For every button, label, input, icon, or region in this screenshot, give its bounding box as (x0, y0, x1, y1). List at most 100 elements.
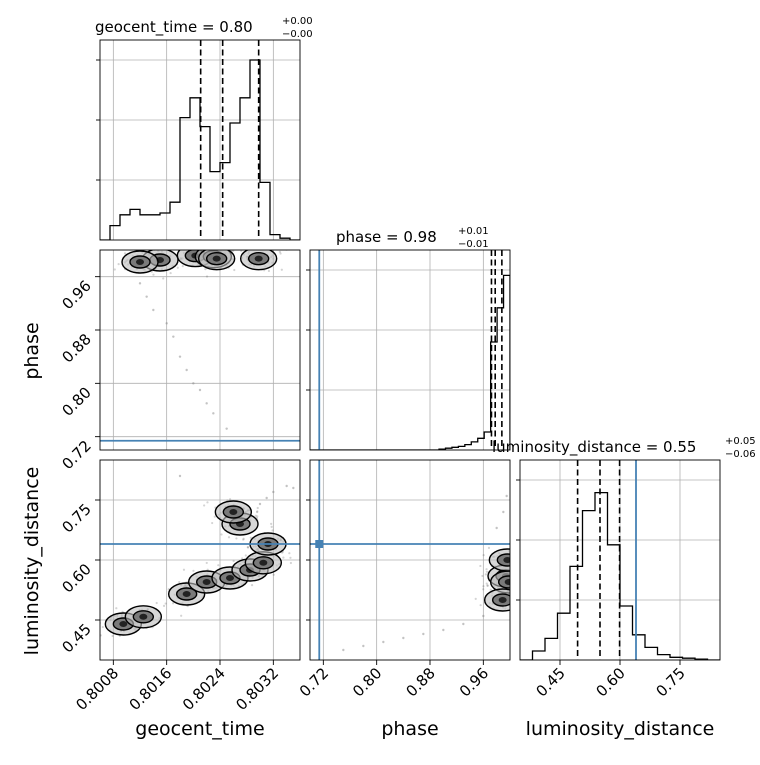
sparse-point-9 (205, 402, 208, 405)
density-point (289, 556, 292, 559)
density-point (535, 587, 537, 589)
density-point (123, 252, 127, 255)
xtick-label-luminosity_distance-0: 0.45 (532, 664, 568, 700)
xtick-label-geocent_time-0: 0.8008 (72, 664, 122, 714)
sparse-point-7 (342, 648, 345, 652)
ytick-label-phase-2: 0.88 (58, 330, 94, 366)
density-point (279, 252, 282, 255)
contour-core-0 (119, 621, 128, 627)
contour-core-2 (182, 591, 191, 597)
density-point (198, 245, 200, 247)
density-point (205, 275, 209, 278)
density-point (244, 554, 247, 557)
xtick-label-luminosity_distance-2: 0.75 (652, 664, 688, 700)
density-point (524, 582, 526, 584)
density-point (512, 574, 514, 576)
density-point (288, 552, 291, 555)
density-point (229, 498, 232, 501)
density-point (514, 567, 516, 569)
sparse-point-6 (362, 644, 365, 648)
density-point (272, 573, 275, 576)
density-point (486, 584, 489, 587)
contour-core-4 (226, 575, 234, 581)
title-geocent-time: geocent_time = 0.80 (95, 18, 253, 37)
hist-panel-geocent_time (96, 39, 301, 241)
sparse-point-1 (145, 295, 148, 298)
ytick-label-phase-1: 0.80 (58, 383, 94, 419)
xlabel-geocent-time: geocent_time (135, 718, 264, 740)
sparse-point-2 (265, 496, 268, 500)
density-point (522, 594, 524, 596)
sparse-point-7 (192, 382, 195, 385)
density-point (180, 614, 183, 617)
ylabel-phase: phase (21, 322, 43, 379)
density-point (196, 242, 198, 244)
density-point (523, 567, 525, 569)
density-point (278, 250, 281, 253)
density-point (187, 248, 189, 250)
panels-group: 0.8008 0.8016 0.8024 0.8032 0.72 0.80 0.88 0.96… (58, 39, 721, 714)
title-phase-minus: −0.01 (458, 239, 489, 250)
density-point (180, 247, 182, 249)
ytick-label-luminosity_distance-1: 0.60 (58, 560, 94, 596)
ytick-label-luminosity_distance-2: 0.75 (58, 500, 94, 536)
density-point (513, 584, 515, 586)
xtick-label-phase-2: 0.88 (402, 664, 438, 700)
hist-phase (310, 274, 510, 450)
sparse-point-0 (482, 614, 485, 618)
density-point (485, 570, 488, 573)
density-point (176, 266, 179, 269)
xtick-label-geocent_time-2: 0.8024 (179, 664, 229, 714)
density-point (217, 564, 220, 567)
density-point (482, 588, 485, 591)
density-point (162, 604, 166, 608)
sparse-point-5 (178, 355, 182, 358)
sparse-point-5 (382, 640, 385, 644)
sparse-point-1 (462, 622, 465, 626)
density-point (241, 557, 244, 560)
hist-frame-phase (309, 249, 511, 451)
contour-core-6 (259, 559, 268, 566)
density-point (169, 271, 172, 275)
density-point (232, 250, 235, 252)
density-point (511, 558, 513, 560)
density-point (517, 573, 519, 575)
density-point (206, 501, 209, 504)
density-point (515, 560, 517, 562)
density-point (521, 575, 523, 577)
density-point (513, 581, 515, 583)
truth-marker (315, 540, 324, 548)
density-point (254, 514, 257, 517)
contour-core-3 (212, 255, 221, 262)
density-point (246, 546, 250, 549)
density-point (517, 594, 519, 596)
density-point (511, 562, 513, 564)
ytick-label-luminosity_distance-0: 0.45 (58, 620, 94, 656)
title-luminosity-distance-minus: −0.06 (725, 449, 756, 460)
density-point (512, 576, 514, 578)
density-point (515, 573, 517, 575)
density-point (511, 616, 513, 618)
density-point (182, 568, 186, 571)
density-point (246, 545, 249, 549)
density-point (514, 578, 516, 580)
density-point (482, 585, 485, 588)
density-point (515, 579, 517, 581)
density-point (171, 602, 175, 605)
density-point (240, 250, 243, 252)
hist-panel-luminosity_distance (516, 459, 721, 661)
density-point (206, 568, 209, 571)
title-phase-plus: +0.01 (458, 226, 489, 237)
sparse-point-4 (172, 335, 175, 338)
sparse-point-9 (502, 510, 505, 514)
density-point (485, 582, 488, 585)
density-point (270, 522, 273, 525)
density-point (517, 591, 519, 593)
density-point (203, 504, 206, 507)
density-point (524, 583, 526, 585)
density-point (526, 565, 528, 567)
xtick-label-luminosity_distance-1: 0.60 (592, 664, 628, 700)
density-point (249, 536, 252, 539)
